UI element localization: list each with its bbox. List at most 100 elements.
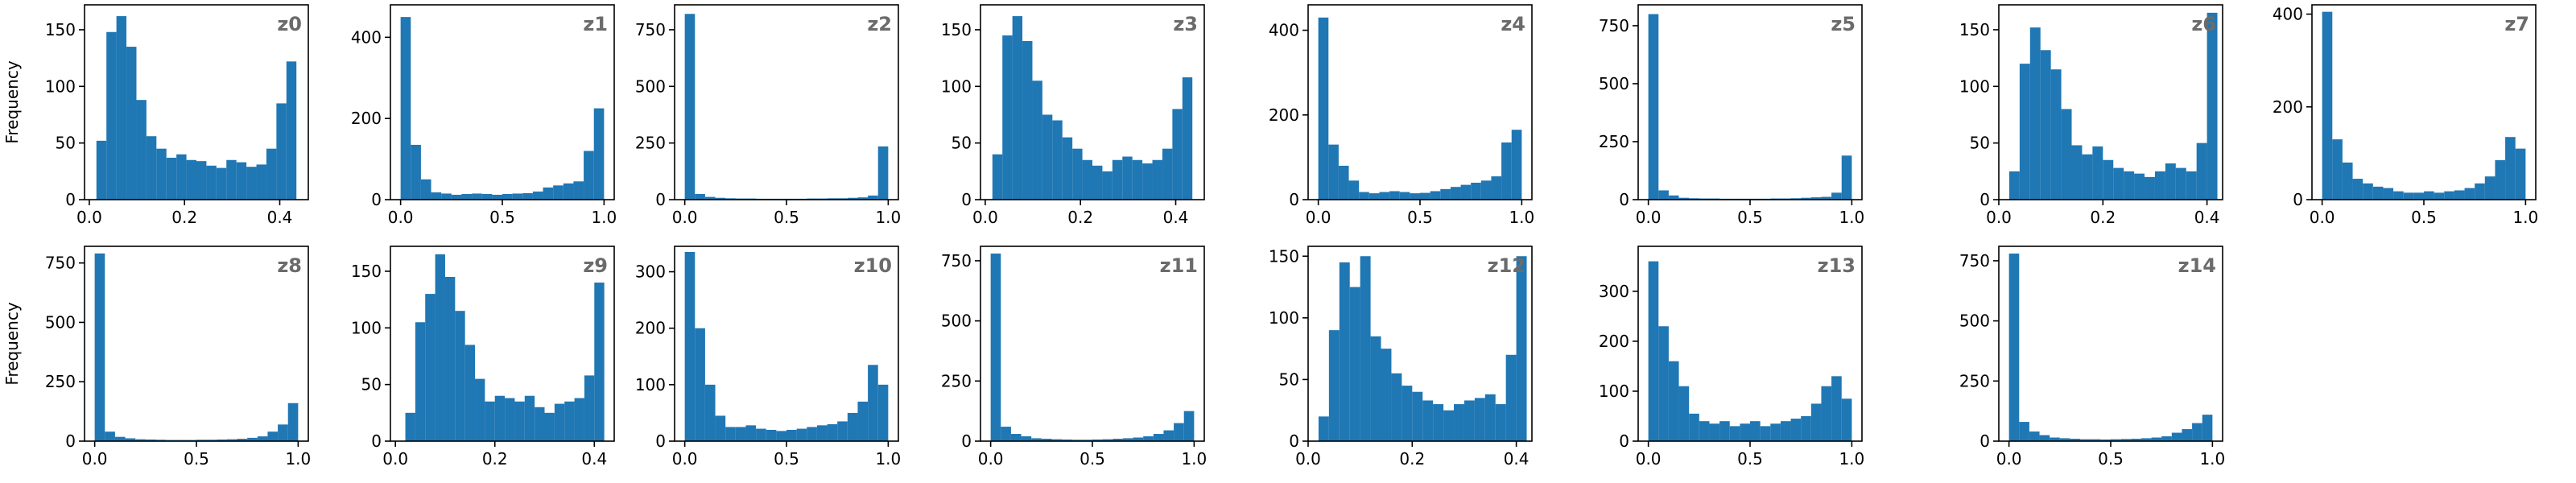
histogram-bar bbox=[2515, 148, 2526, 200]
histogram-bar bbox=[1172, 109, 1183, 200]
histogram-bar bbox=[1338, 165, 1349, 200]
histogram-bar bbox=[2082, 154, 2093, 200]
histogram-bar bbox=[1370, 336, 1381, 441]
histogram-bar bbox=[1348, 180, 1360, 200]
histogram-bar bbox=[256, 164, 266, 200]
histogram-bar bbox=[847, 412, 858, 441]
y-tick-label: 0 bbox=[961, 431, 972, 451]
x-tick-label: 0.2 bbox=[2090, 208, 2116, 227]
histogram-bar bbox=[451, 194, 462, 200]
histogram-bar bbox=[1102, 171, 1113, 200]
histogram-bar bbox=[1810, 197, 1822, 200]
histogram-bar bbox=[206, 440, 217, 441]
histogram-bar bbox=[1052, 120, 1063, 200]
histogram-bar bbox=[2154, 171, 2165, 200]
histogram-panel-z1: 0.0 0.5 1.0 0 200 400 z1 bbox=[351, 4, 617, 227]
x-tick-label: 0.0 bbox=[2310, 208, 2335, 227]
histogram-bars bbox=[1318, 256, 1527, 441]
panel-title: z5 bbox=[1831, 13, 1856, 35]
histogram-bar bbox=[286, 61, 297, 200]
x-tick-label: 1.0 bbox=[875, 208, 901, 227]
x-tick-label: 0.5 bbox=[1737, 449, 1763, 469]
histogram-bars bbox=[1648, 14, 1852, 200]
histogram-bar bbox=[2111, 439, 2121, 441]
histogram-bar bbox=[1112, 159, 1123, 200]
y-tick-label: 150 bbox=[1269, 246, 1299, 266]
histogram-bar bbox=[1511, 130, 1522, 200]
histogram-bar bbox=[584, 375, 595, 441]
histogram-panel-z2: 0.0 0.5 1.0 0 250 500 750 z2 bbox=[635, 4, 901, 227]
histogram-bar bbox=[1132, 159, 1143, 200]
histogram-bar bbox=[1516, 256, 1527, 441]
histogram-bar bbox=[1412, 391, 1423, 441]
histogram-bar bbox=[2186, 171, 2197, 200]
histogram-bar bbox=[2322, 11, 2333, 200]
x-tick-label: 0.4 bbox=[2194, 208, 2220, 227]
y-tick-label: 400 bbox=[1269, 21, 1299, 40]
histogram-bar bbox=[2019, 422, 2029, 441]
histogram-bar bbox=[1495, 404, 1506, 441]
y-tick-label: 750 bbox=[1959, 251, 1990, 270]
histogram-bar bbox=[1092, 165, 1103, 200]
histogram-bar bbox=[1143, 436, 1154, 441]
y-tick-label: 0 bbox=[961, 190, 972, 209]
y-tick-label: 200 bbox=[1599, 332, 1629, 351]
panel-title: z4 bbox=[1501, 13, 1525, 35]
y-tick-label: 0 bbox=[1289, 190, 1299, 209]
histogram-bar bbox=[217, 439, 227, 441]
y-tick-label: 100 bbox=[941, 76, 972, 96]
histogram-bar bbox=[786, 429, 797, 441]
histogram-bar bbox=[405, 412, 415, 441]
x-tick-label: 1.0 bbox=[1181, 449, 1207, 469]
y-tick-label: 0 bbox=[655, 431, 666, 451]
histogram-bar bbox=[2050, 437, 2060, 441]
histogram-bar bbox=[745, 425, 757, 441]
histogram-bar bbox=[226, 439, 237, 441]
histogram-bar bbox=[1719, 421, 1730, 441]
x-tick-label: 0.4 bbox=[581, 449, 607, 469]
y-tick-label: 0 bbox=[371, 431, 382, 451]
panel-title: z9 bbox=[583, 254, 608, 277]
histogram-bar bbox=[247, 437, 258, 441]
histogram-bar bbox=[2424, 191, 2434, 200]
histogram-bar bbox=[522, 192, 533, 200]
histogram-bar bbox=[1402, 386, 1413, 441]
histogram-panel-z5: 0.0 0.5 1.0 0 250 500 750 z5 bbox=[1599, 4, 1864, 227]
panel-title: z10 bbox=[854, 254, 892, 277]
panel-title: z0 bbox=[277, 13, 302, 35]
histogram-bar bbox=[1491, 176, 1502, 200]
histogram-bar bbox=[1021, 436, 1032, 441]
histogram-bars bbox=[405, 254, 605, 441]
histogram-bar bbox=[502, 193, 513, 200]
y-axis-label: Frequency bbox=[2, 60, 22, 143]
y-tick-label: 0 bbox=[1289, 431, 1299, 451]
histogram-bars bbox=[1648, 261, 1852, 441]
histogram-bar bbox=[1790, 198, 1802, 200]
histogram-bar bbox=[1012, 16, 1023, 200]
histogram-bar bbox=[868, 195, 878, 200]
y-tick-label: 500 bbox=[45, 312, 76, 332]
y-tick-label: 250 bbox=[45, 372, 76, 391]
histogram-bar bbox=[1410, 193, 1420, 200]
histogram-bar bbox=[593, 108, 605, 200]
histogram-bar bbox=[2029, 27, 2041, 200]
histogram-bar bbox=[2145, 176, 2155, 200]
histogram-bar bbox=[704, 384, 716, 441]
histogram-bar bbox=[1648, 261, 1659, 441]
histogram-bar bbox=[594, 283, 605, 441]
histogram-bar bbox=[431, 192, 442, 200]
y-tick-label: 750 bbox=[45, 254, 76, 273]
x-tick-label: 0.0 bbox=[672, 449, 698, 469]
x-tick-label: 0.5 bbox=[774, 208, 799, 227]
x-tick-label: 0.5 bbox=[489, 208, 515, 227]
histogram-bar bbox=[1389, 191, 1400, 200]
histogram-bar bbox=[411, 144, 421, 200]
panel-title: z3 bbox=[1173, 13, 1198, 35]
histogram-bar bbox=[2040, 50, 2051, 200]
x-tick-label: 0.0 bbox=[1636, 208, 1662, 227]
histogram-bar bbox=[1801, 197, 1811, 200]
histogram-bar bbox=[2393, 191, 2404, 200]
histogram-bar bbox=[1740, 423, 1750, 441]
y-tick-label: 200 bbox=[2273, 97, 2303, 117]
histogram-bar bbox=[877, 384, 889, 441]
